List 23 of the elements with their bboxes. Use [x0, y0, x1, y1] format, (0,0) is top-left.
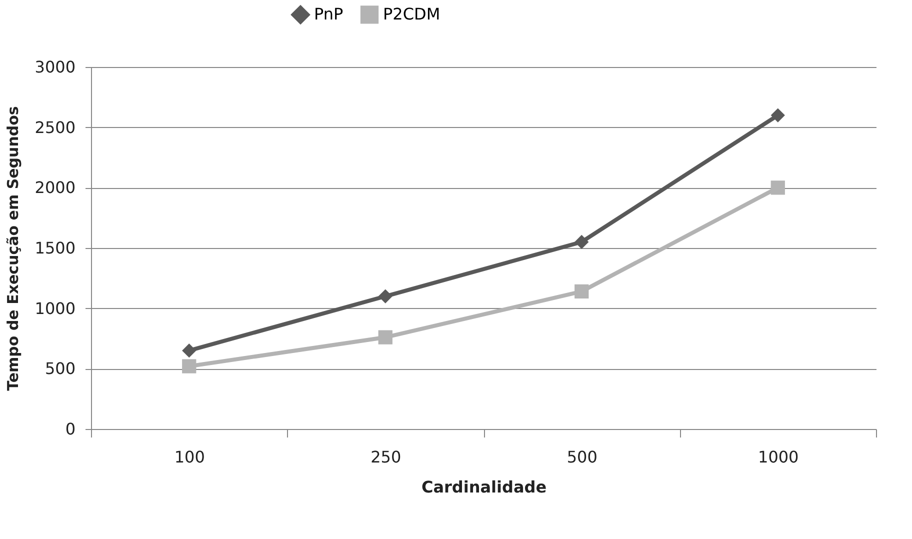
x-axis-title: Cardinalidade — [421, 478, 547, 496]
point — [378, 289, 392, 304]
x-tick-label: 500 — [566, 448, 598, 466]
legend-label: PnP — [314, 4, 344, 24]
point — [574, 234, 589, 250]
y-tick-label: 2500 — [34, 118, 76, 137]
point — [574, 284, 589, 299]
point — [182, 343, 196, 358]
x-tick-label: 250 — [370, 448, 402, 466]
y-tick-label: 3000 — [34, 58, 76, 76]
x-tick-label: 100 — [174, 448, 205, 466]
y-tick-label: 1000 — [34, 298, 76, 318]
y-tick-label: 500 — [44, 359, 76, 378]
point — [770, 180, 785, 195]
y-tick-label: 0 — [65, 420, 76, 438]
point — [770, 108, 785, 122]
y-tick-label: 1500 — [34, 238, 76, 258]
y-axis-title: Tempo de Execução em Segundos — [4, 106, 22, 391]
point — [378, 330, 392, 344]
point — [182, 359, 196, 374]
y-tick-label: 2000 — [34, 178, 76, 198]
x-tick-label: 1000 — [758, 448, 799, 466]
legend-label: P2CDM — [383, 4, 440, 24]
